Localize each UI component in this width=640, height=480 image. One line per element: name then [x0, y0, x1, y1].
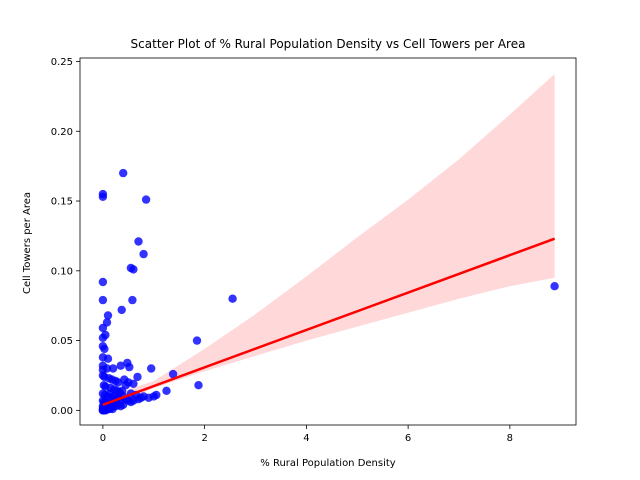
axes: 0 2 4 6 8 0.00 0.05 0.10 0.15 0.20 0.25	[51, 57, 577, 444]
data-point	[129, 265, 138, 274]
data-point	[228, 294, 237, 303]
y-tick-label: 0.25	[51, 57, 73, 68]
data-point	[134, 237, 143, 246]
y-tick-label: 0.10	[51, 266, 73, 277]
plot-frame	[79, 57, 577, 426]
y-tick-label: 0.05	[51, 336, 73, 347]
data-point	[141, 195, 151, 204]
data-point	[550, 282, 559, 291]
x-tick-label: 6	[405, 433, 411, 444]
x-tick-label: 8	[507, 433, 513, 444]
data-point	[100, 344, 109, 354]
plot-area	[98, 74, 559, 415]
data-point	[108, 364, 118, 373]
data-point	[98, 192, 108, 201]
y-tick-label: 0.15	[51, 197, 73, 208]
data-point	[133, 372, 142, 382]
x-tick-label: 2	[201, 433, 207, 444]
data-point	[103, 354, 113, 363]
data-point	[103, 311, 113, 320]
data-point	[99, 406, 108, 415]
data-point	[147, 364, 156, 373]
data-point	[128, 295, 137, 305]
confidence-band	[102, 74, 555, 411]
data-point	[194, 381, 203, 390]
data-point	[98, 323, 108, 333]
data-point	[98, 295, 108, 305]
data-point	[119, 168, 128, 178]
y-tick-label: 0.20	[51, 127, 73, 138]
data-point	[116, 361, 125, 370]
x-axis-label: % Rural Population Density	[260, 458, 396, 469]
data-point	[152, 390, 161, 400]
data-point	[129, 379, 138, 388]
x-tick-label: 0	[100, 433, 106, 444]
data-point	[162, 386, 171, 395]
data-point	[125, 362, 134, 372]
x-tick-label: 4	[303, 433, 309, 444]
data-point	[168, 369, 178, 379]
data-point	[98, 333, 108, 342]
regression-line	[102, 237, 556, 406]
y-axis-label: Cell Towers per Area	[22, 192, 33, 294]
y-tick-label: 0.00	[51, 406, 73, 417]
data-point	[98, 277, 108, 287]
data-point	[192, 336, 202, 345]
data-point	[119, 400, 128, 409]
chart-title: Scatter Plot of % Rural Population Densi…	[131, 37, 526, 51]
data-point	[117, 305, 126, 315]
data-point	[139, 249, 148, 259]
